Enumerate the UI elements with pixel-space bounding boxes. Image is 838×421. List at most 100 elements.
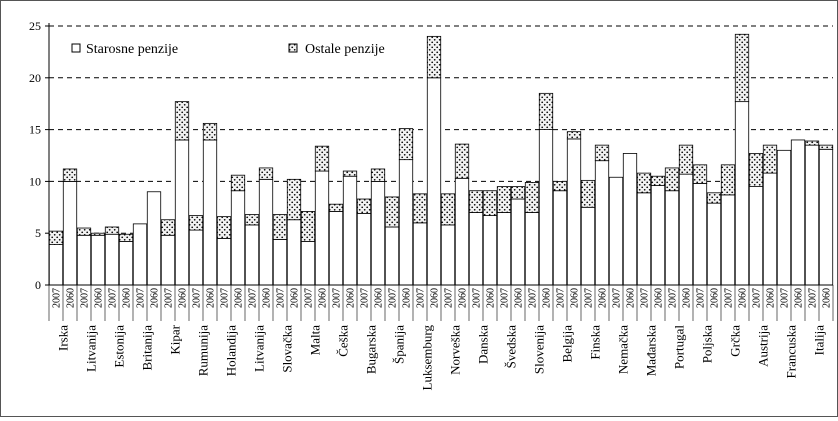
year-label: 2060 xyxy=(542,288,553,308)
bar-starosne xyxy=(426,77,442,286)
bar-starosne xyxy=(90,234,106,286)
year-label: 2007 xyxy=(304,288,315,308)
country-label: Bugarska xyxy=(364,325,379,374)
country-label: Norveška xyxy=(448,325,463,375)
year-label: 2007 xyxy=(192,288,203,308)
bar-starosne xyxy=(132,223,148,286)
bar-starosne xyxy=(580,206,596,286)
bar-ostale xyxy=(384,196,400,228)
year-label: 2007 xyxy=(500,288,511,308)
bar-starosne xyxy=(538,129,554,286)
year-label: 2007 xyxy=(360,288,371,308)
bar-ostale xyxy=(566,131,582,140)
country-label: Mađarska xyxy=(644,325,659,376)
bar-starosne xyxy=(384,226,400,286)
bar-starosne xyxy=(230,190,246,286)
bar-starosne xyxy=(104,233,120,286)
bar-starosne xyxy=(146,191,162,286)
bar-starosne xyxy=(720,194,736,286)
bar-ostale xyxy=(678,144,694,175)
country-label: Nemačka xyxy=(616,325,631,374)
year-label: 2060 xyxy=(66,288,77,308)
year-label: 2060 xyxy=(738,288,749,308)
year-label: 2060 xyxy=(486,288,497,308)
year-label: 2060 xyxy=(346,288,357,308)
bar-ostale xyxy=(412,193,428,224)
bar-starosne xyxy=(692,183,708,286)
bar-ostale xyxy=(202,122,218,141)
bar-ostale xyxy=(580,179,596,208)
year-label: 2007 xyxy=(640,288,651,308)
y-tick-label: 15 xyxy=(29,123,41,137)
bar-ostale xyxy=(804,140,820,146)
bar-ostale xyxy=(496,186,512,213)
country-label: Francuska xyxy=(784,325,799,379)
bar-starosne xyxy=(776,149,792,286)
country-label: Finska xyxy=(588,325,603,360)
bar-starosne xyxy=(258,178,274,286)
country-label: Kipar xyxy=(168,324,183,354)
legend-label-starosne: Starosne penzije xyxy=(86,42,178,57)
year-label: 2007 xyxy=(528,288,539,308)
country-label: Slovačka xyxy=(280,325,295,373)
year-label: 2060 xyxy=(794,288,805,308)
bar-starosne xyxy=(762,172,778,286)
year-label: 2060 xyxy=(178,288,189,308)
bar-starosne xyxy=(748,186,764,286)
year-label: 2060 xyxy=(402,288,413,308)
bar-ostale xyxy=(734,33,750,103)
bar-starosne xyxy=(790,139,806,286)
bar-ostale xyxy=(482,190,498,216)
bar-ostale xyxy=(650,175,666,186)
bar-ostale xyxy=(216,216,232,239)
legend-swatch-ostale xyxy=(288,43,298,53)
country-label: Litvanija xyxy=(84,325,99,372)
bar-starosne xyxy=(734,101,750,286)
bar-ostale xyxy=(454,143,470,179)
bar-starosne xyxy=(48,244,64,286)
year-label: 2007 xyxy=(136,288,147,308)
bar-ostale xyxy=(314,145,330,172)
bar-ostale xyxy=(174,101,190,141)
year-label: 2060 xyxy=(710,288,721,308)
bar-ostale xyxy=(538,92,554,130)
year-label: 2007 xyxy=(332,288,343,308)
year-label: 2007 xyxy=(108,288,119,308)
bar-ostale xyxy=(272,214,288,240)
year-label: 2060 xyxy=(318,288,329,308)
bar-starosne xyxy=(188,229,204,286)
bar-ostale xyxy=(468,190,484,213)
year-label: 2060 xyxy=(626,288,637,308)
year-label: 2007 xyxy=(472,288,483,308)
year-label: 2007 xyxy=(808,288,819,308)
bar-starosne xyxy=(454,177,470,286)
bar-ostale xyxy=(328,203,344,212)
bar-starosne xyxy=(496,212,512,286)
year-label: 2007 xyxy=(220,288,231,308)
year-label: 2007 xyxy=(416,288,427,308)
bar-starosne xyxy=(440,224,456,286)
country-label: Rumunija xyxy=(196,325,211,377)
y-tick-label: 0 xyxy=(35,278,41,292)
y-tick-label: 25 xyxy=(29,19,41,33)
year-label: 2060 xyxy=(374,288,385,308)
bar-starosne xyxy=(510,198,526,286)
bar-ostale xyxy=(748,153,764,187)
year-label: 2060 xyxy=(654,288,665,308)
bar-starosne xyxy=(160,234,176,286)
year-label: 2060 xyxy=(682,288,693,308)
bar-ostale xyxy=(818,144,834,150)
year-label: 2060 xyxy=(514,288,525,308)
bar-starosne xyxy=(286,219,302,286)
year-label: 2007 xyxy=(80,288,91,308)
country-label: Luksemburg xyxy=(420,325,435,391)
year-label: 2060 xyxy=(822,288,833,308)
bar-starosne xyxy=(272,239,288,286)
bar-starosne xyxy=(622,153,638,286)
bar-starosne xyxy=(216,237,232,286)
bar-starosne xyxy=(300,241,316,286)
year-label: 2060 xyxy=(94,288,105,308)
y-tick-label: 20 xyxy=(29,71,41,85)
bar-starosne xyxy=(650,185,666,286)
